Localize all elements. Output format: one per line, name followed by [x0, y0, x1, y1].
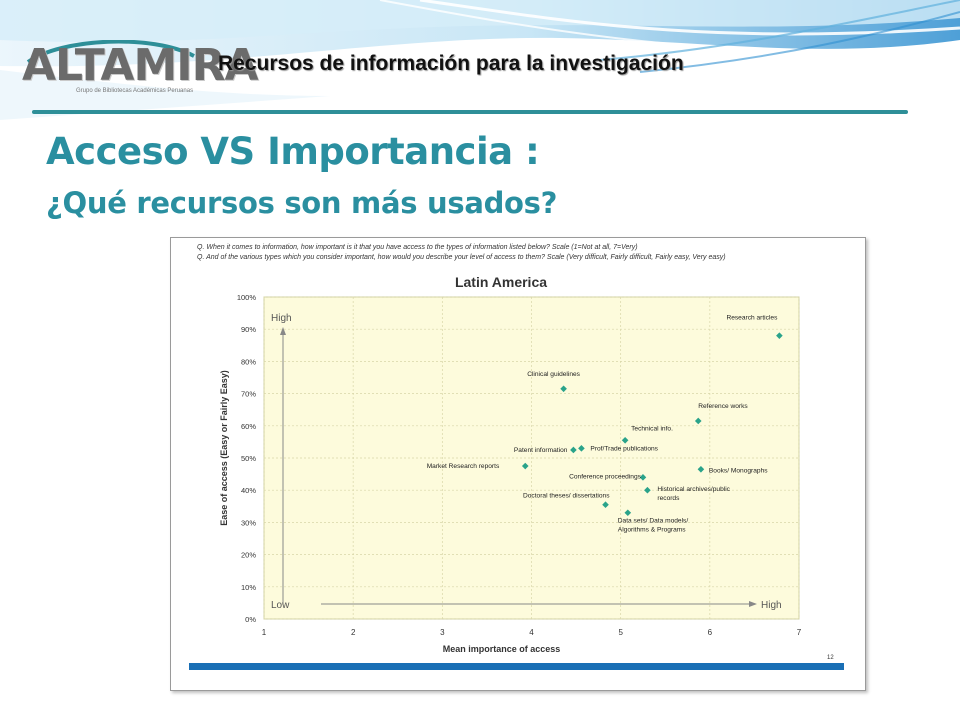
- y-tick-label: 80%: [241, 357, 256, 366]
- altamira-logo: ALTAMIRA Grupo de Bibliotecas Académicas…: [22, 40, 259, 102]
- y-tick-label: 10%: [241, 583, 256, 592]
- y-tick-label: 60%: [241, 422, 256, 431]
- y-tick-label: 40%: [241, 486, 256, 495]
- x-axis-high-label: High: [761, 600, 782, 611]
- survey-question-2: Q. And of the various types which you co…: [197, 254, 726, 261]
- slide-title: Acceso VS Importancia :: [46, 130, 540, 173]
- data-point: [697, 465, 705, 473]
- x-axis-label: Mean importance of access: [443, 644, 561, 654]
- x-tick-label: 3: [440, 628, 445, 637]
- x-tick-label: 5: [618, 628, 623, 637]
- y-tick-labels: 0% 10% 20% 30% 40% 50% 60% 70% 80% 90% 100%: [237, 293, 257, 624]
- data-point: [624, 509, 632, 517]
- point-label: Patent information: [514, 447, 568, 454]
- slide-subtitle: ¿Qué recursos son más usados?: [46, 186, 558, 220]
- y-tick-label: 30%: [241, 518, 256, 527]
- x-tick-labels: 1 2 3 4 5 6 7: [262, 628, 802, 637]
- x-tick-label: 6: [708, 628, 713, 637]
- y-axis-low-label: Low: [271, 600, 290, 611]
- y-axis-label: Ease of access (Easy or Fairly Easy): [219, 370, 229, 526]
- data-point: [602, 501, 609, 508]
- point-label: Data sets/ Data models/Algorithms & Prog…: [618, 518, 689, 534]
- point-label: Doctoral theses/ dissertations: [523, 493, 610, 500]
- survey-question-1: Q. When it comes to information, how imp…: [197, 244, 638, 251]
- point-label: Clinical guidelines: [527, 371, 580, 378]
- point-label: Prof/Trade publications: [590, 445, 658, 452]
- data-points: Research articles Clinical guidelines Refe…: [427, 315, 783, 534]
- point-label: Historical archives/public records: [657, 486, 730, 502]
- y-tick-label: 20%: [241, 551, 256, 560]
- header-waves: [0, 0, 960, 120]
- data-point: [578, 445, 585, 452]
- footer-bar: [189, 663, 844, 670]
- x-tick-label: 1: [262, 628, 267, 637]
- data-point: [644, 486, 651, 494]
- data-point: [560, 385, 567, 393]
- axis-arrows: [280, 327, 757, 607]
- scatter-chart: Latin America 0% 10% 20% 30% 40% 50% 60% 70% 80%…: [189, 274, 844, 670]
- logo-subtitle: Grupo de Bibliotecas Académicas Peruanas: [76, 88, 194, 94]
- data-point: [621, 436, 629, 444]
- point-label: Reference works: [698, 403, 748, 410]
- chart-figure: Q. When it comes to information, how imp…: [170, 237, 866, 691]
- y-tick-label: 70%: [241, 390, 256, 399]
- data-point: [521, 462, 529, 470]
- logo-text: ALTAMIRA: [22, 40, 259, 91]
- point-label: Research articles: [726, 315, 778, 322]
- data-point: [694, 417, 702, 425]
- x-arrow-head-icon: [749, 601, 757, 607]
- logo-arc-icon: [26, 40, 195, 64]
- y-axis-high-label: High: [271, 313, 292, 324]
- point-label: Market Research reports: [427, 463, 500, 470]
- x-tick-label: 4: [529, 628, 534, 637]
- y-tick-label: 100%: [237, 293, 257, 302]
- point-label: Technical info.: [631, 425, 673, 432]
- x-tick-label: 7: [797, 628, 802, 637]
- y-tick-label: 0%: [245, 615, 256, 624]
- grid-lines: [263, 296, 800, 620]
- x-tick-label: 2: [351, 628, 356, 637]
- point-label: Books/ Monographs: [709, 467, 768, 474]
- y-tick-label: 50%: [241, 454, 256, 463]
- y-arrow-head-icon: [280, 327, 286, 335]
- chart-title: Latin America: [455, 274, 547, 290]
- page-number: 12: [827, 655, 834, 661]
- data-point: [570, 446, 577, 454]
- header-divider: [32, 110, 908, 114]
- y-tick-label: 90%: [241, 325, 256, 334]
- point-label: Conference proceedings: [569, 473, 642, 480]
- header-title: Recursos de información para la investig…: [218, 52, 684, 75]
- data-point: [639, 474, 647, 481]
